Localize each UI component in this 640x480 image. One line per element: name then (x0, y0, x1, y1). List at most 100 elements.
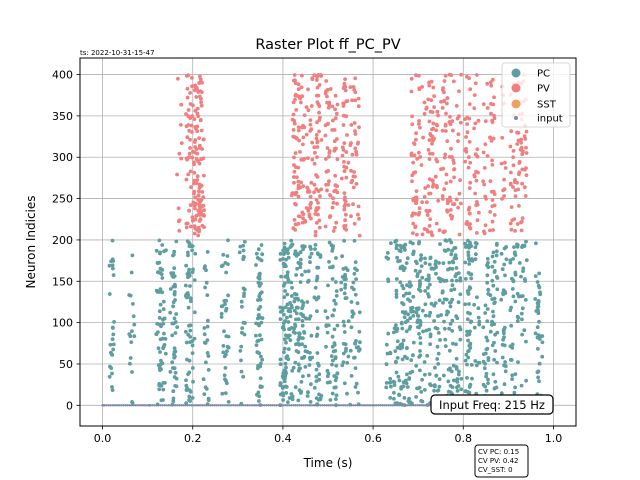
spike-point (432, 94, 436, 98)
spike-point (409, 283, 413, 288)
spike-point (225, 349, 229, 354)
spike-point (185, 386, 189, 390)
spike-point (536, 283, 541, 288)
spike-point (259, 337, 264, 342)
spike-point (302, 113, 307, 118)
spike-point (445, 96, 450, 100)
spike-point (333, 225, 337, 230)
spike-point (278, 383, 283, 388)
spike-point (130, 370, 134, 374)
spike-point (254, 333, 258, 338)
spike-point (519, 274, 523, 279)
spike-point (503, 160, 507, 165)
spike-point (324, 157, 328, 161)
spike-point (448, 199, 453, 203)
spike-point (404, 261, 409, 265)
spike-point (405, 256, 410, 261)
spike-point (161, 387, 166, 392)
spike-point (536, 304, 541, 309)
spike-point (456, 372, 461, 377)
spike-point (483, 303, 488, 308)
input-spike-point (134, 404, 137, 407)
spike-point (205, 250, 210, 254)
spike-point (485, 154, 490, 158)
spike-point (500, 135, 505, 140)
spike-point (312, 182, 317, 187)
spike-point (426, 97, 431, 102)
spike-point (162, 331, 166, 336)
spike-point (407, 291, 412, 296)
spike-point (341, 101, 346, 106)
spike-point (307, 189, 312, 194)
spike-point (443, 229, 447, 234)
spike-point (186, 253, 190, 258)
spike-point (502, 343, 507, 348)
spike-point (508, 221, 513, 226)
spike-point (190, 339, 195, 343)
input-spike-point (377, 404, 380, 407)
spike-point (190, 248, 195, 253)
spike-point (301, 216, 305, 221)
spike-point (400, 301, 404, 305)
input-spike-point (400, 404, 403, 407)
spike-point (199, 128, 204, 133)
spike-point (187, 151, 192, 156)
spike-point (344, 114, 349, 119)
spike-point (202, 332, 207, 337)
spike-point (465, 329, 469, 334)
spike-point (282, 281, 287, 286)
spike-point (356, 104, 361, 109)
spike-point (314, 334, 319, 338)
spike-point (501, 288, 506, 293)
spike-point (187, 273, 192, 278)
spike-point (289, 280, 294, 285)
spike-point (179, 141, 184, 146)
spike-point (340, 153, 345, 158)
spike-point (292, 180, 296, 185)
spike-point (483, 223, 488, 228)
spike-point (423, 289, 428, 293)
spike-point (343, 195, 347, 200)
input-spike-point (321, 404, 324, 407)
spike-point (500, 267, 505, 272)
spike-point (314, 136, 319, 141)
spike-point (491, 77, 495, 82)
input-spike-point (416, 404, 419, 407)
spike-point (349, 168, 353, 173)
spike-point (192, 181, 196, 186)
spike-point (289, 238, 294, 243)
input-spike-point (225, 404, 229, 407)
spike-point (185, 86, 190, 91)
spike-point (493, 349, 498, 353)
spike-point (465, 122, 469, 126)
spike-point (295, 222, 299, 227)
spike-point (463, 302, 468, 307)
spike-point (335, 102, 340, 107)
spike-point (206, 354, 211, 358)
spike-point (454, 197, 459, 202)
spike-point (513, 250, 517, 255)
spike-point (357, 216, 361, 221)
spike-point (501, 291, 505, 296)
input-spike-point (180, 404, 183, 407)
spike-point (428, 256, 433, 261)
spike-point (344, 296, 349, 300)
spike-point (334, 289, 339, 293)
spike-point (517, 204, 521, 208)
spike-point (397, 378, 402, 383)
spike-point (341, 319, 346, 324)
input-spike-point (408, 404, 411, 407)
spike-point (537, 271, 542, 276)
spike-point (110, 337, 115, 342)
spike-point (466, 165, 471, 170)
spike-point (435, 344, 440, 349)
spike-point (513, 385, 517, 390)
spike-point (394, 277, 399, 281)
spike-point (457, 369, 461, 374)
spike-point (300, 323, 305, 328)
spike-point (427, 83, 432, 88)
spike-point (187, 267, 192, 272)
spike-point (427, 372, 432, 376)
spike-point (511, 278, 516, 283)
spike-point (401, 384, 406, 389)
